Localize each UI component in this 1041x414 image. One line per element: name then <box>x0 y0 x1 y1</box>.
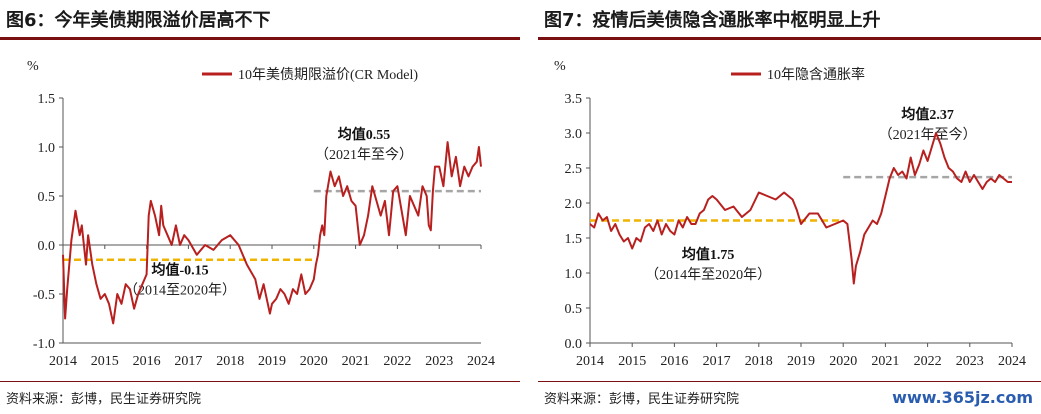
chart-panel-right: 图7：疫情后美债隐含通胀率中枢明显上升 % 0.0 0.5 1.0 1.5 2.0 2.5 3… <box>538 0 1041 414</box>
chart-panel-left: 图6：今年美债期限溢价居高不下 % -1.0 -0.5 0.0 0.5 1.0 1.5 201… <box>0 0 520 414</box>
unit-label: % <box>27 59 39 74</box>
x-tick-label: 2024 <box>467 354 495 369</box>
y-tick-label: 2.0 <box>565 197 583 212</box>
x-tick-label: 2021 <box>871 354 899 369</box>
unit-label: % <box>554 59 566 74</box>
y-tick-label: 1.5 <box>38 92 56 107</box>
y-tick-label: 1.5 <box>565 232 583 247</box>
x-tick-label: 2023 <box>425 354 453 369</box>
x-tick-label: 2018 <box>216 354 244 369</box>
x-tick-label: 2016 <box>660 354 688 369</box>
legend-label: 10年隐含通胀率 <box>767 66 865 83</box>
watermark: www.365jz.com <box>892 388 1033 407</box>
series-line <box>62 141 482 325</box>
x-tick-label: 2017 <box>703 354 731 369</box>
y-tick-label: 1.0 <box>565 267 583 282</box>
x-tick-label: 2022 <box>914 354 942 369</box>
source-rule <box>538 381 1041 382</box>
title-rule <box>538 37 1041 40</box>
mean-label: 均值2.37 <box>901 106 954 123</box>
title-rule <box>0 37 520 40</box>
mean-period-label: （2014年至2020年） <box>645 267 771 283</box>
x-tick-label: 2021 <box>342 354 370 369</box>
panel-title: 图6：今年美债期限溢价居高不下 <box>6 10 271 31</box>
x-tick-label: 2017 <box>174 354 202 369</box>
y-tick-label: -1.0 <box>33 337 55 352</box>
mean-period-label: （2014至2020年） <box>124 282 236 298</box>
mean-period-label: （2021年至今） <box>315 147 413 163</box>
x-tick-label: 2018 <box>745 354 773 369</box>
x-tick-label: 2019 <box>787 354 815 369</box>
mean-label: 均值0.55 <box>338 126 391 143</box>
y-tick-label: 1.0 <box>38 141 56 156</box>
x-tick-label: 2023 <box>956 354 984 369</box>
x-tick-label: 2020 <box>300 354 328 369</box>
y-tick-label: 0.5 <box>565 302 583 317</box>
x-tick-label: 2014 <box>576 354 604 369</box>
source-rule <box>0 381 520 382</box>
mean-label: 均值-0.15 <box>151 261 208 278</box>
inflation-rate-chart: % 0.0 0.5 1.0 1.5 2.0 2.5 3.0 3.5 2014 2015 2016 201… <box>554 59 1026 369</box>
x-tick-label: 2019 <box>258 354 286 369</box>
mean-label: 均值1.75 <box>682 246 735 263</box>
y-tick-label: 0.0 <box>38 239 56 254</box>
y-tick-label: 0.0 <box>565 337 583 352</box>
x-tick-label: 2022 <box>383 354 411 369</box>
x-tick-label: 2015 <box>618 354 646 369</box>
mean-period-label: （2021年至今） <box>879 127 977 143</box>
x-tick-label: 2024 <box>998 354 1026 369</box>
series-line <box>589 132 1012 285</box>
y-tick-label: 3.0 <box>565 127 583 142</box>
term-premium-chart: % -1.0 -0.5 0.0 0.5 1.0 1.5 2014 2015 2016 2017 201… <box>27 59 495 369</box>
x-tick-label: 2014 <box>49 354 77 369</box>
legend-label: 10年美债期限溢价(CR Model) <box>238 67 418 83</box>
x-tick-label: 2020 <box>829 354 857 369</box>
y-tick-label: 3.5 <box>565 92 583 107</box>
source-note: 资料来源：彭博，民生证券研究院 <box>544 392 740 407</box>
y-tick-label: -0.5 <box>33 288 55 303</box>
y-tick-label: 2.5 <box>565 162 583 177</box>
source-note: 资料来源：彭博，民生证券研究院 <box>6 392 202 407</box>
y-tick-label: 0.5 <box>38 190 56 205</box>
panel-title: 图7：疫情后美债隐含通胀率中枢明显上升 <box>544 10 881 31</box>
x-tick-label: 2015 <box>91 354 119 369</box>
x-tick-label: 2016 <box>133 354 161 369</box>
